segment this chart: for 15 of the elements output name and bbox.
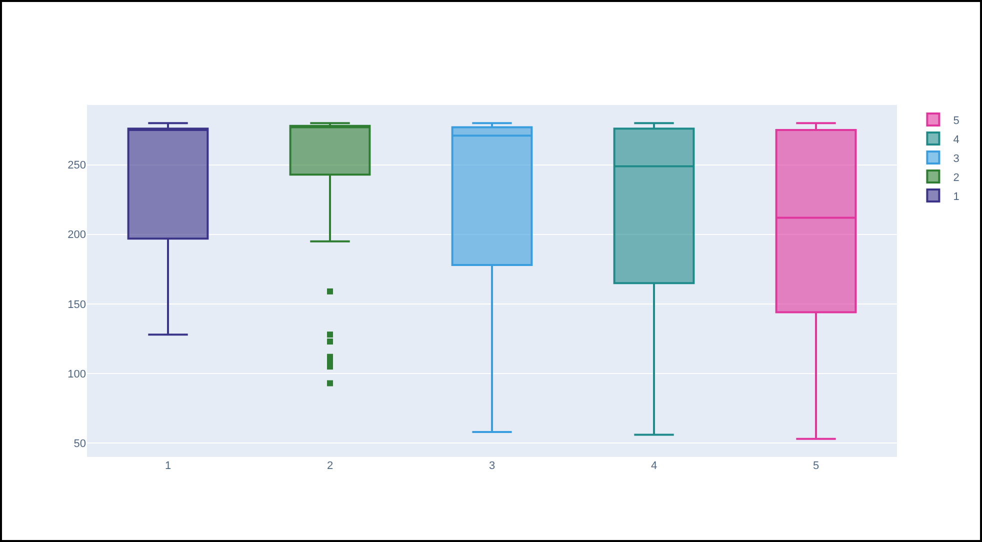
y-tick-label: 250 (68, 160, 86, 172)
y-tick-label: 150 (68, 298, 86, 311)
x-tick-label: 4 (650, 460, 658, 472)
y-tick-label: 100 (68, 368, 86, 380)
legend-label: 5 (953, 114, 960, 127)
legend-label: 2 (953, 172, 960, 184)
y-tick-label: 200 (68, 229, 86, 242)
x-tick-label: 1 (164, 460, 172, 472)
legend-label: 3 (953, 152, 960, 165)
legend-label: 1 (953, 190, 960, 203)
x-tick-label: 3 (488, 460, 496, 472)
y-tick-label: 50 (74, 438, 86, 450)
x-tick-label: 5 (812, 460, 820, 472)
legend-label: 4 (953, 134, 960, 146)
x-tick-label: 2 (326, 460, 334, 472)
